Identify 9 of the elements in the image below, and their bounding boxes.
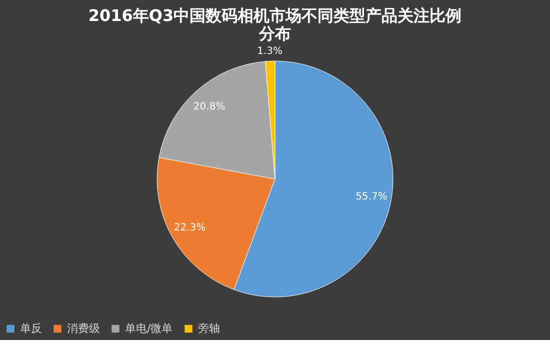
data-label: 22.3% (174, 222, 206, 234)
data-label: 55.7% (356, 191, 388, 202)
legend-label: 消费级 (67, 322, 100, 335)
legend-label: 单反 (20, 322, 42, 335)
chart-title: 2016年Q3中国数码相机市场不同类型产品关注比例分布 (88, 6, 462, 44)
legend-label: 单电/微单 (125, 322, 173, 335)
data-label: 20.8% (193, 101, 226, 112)
legend-label: 旁轴 (198, 322, 220, 335)
data-label: 1.3% (257, 46, 282, 58)
